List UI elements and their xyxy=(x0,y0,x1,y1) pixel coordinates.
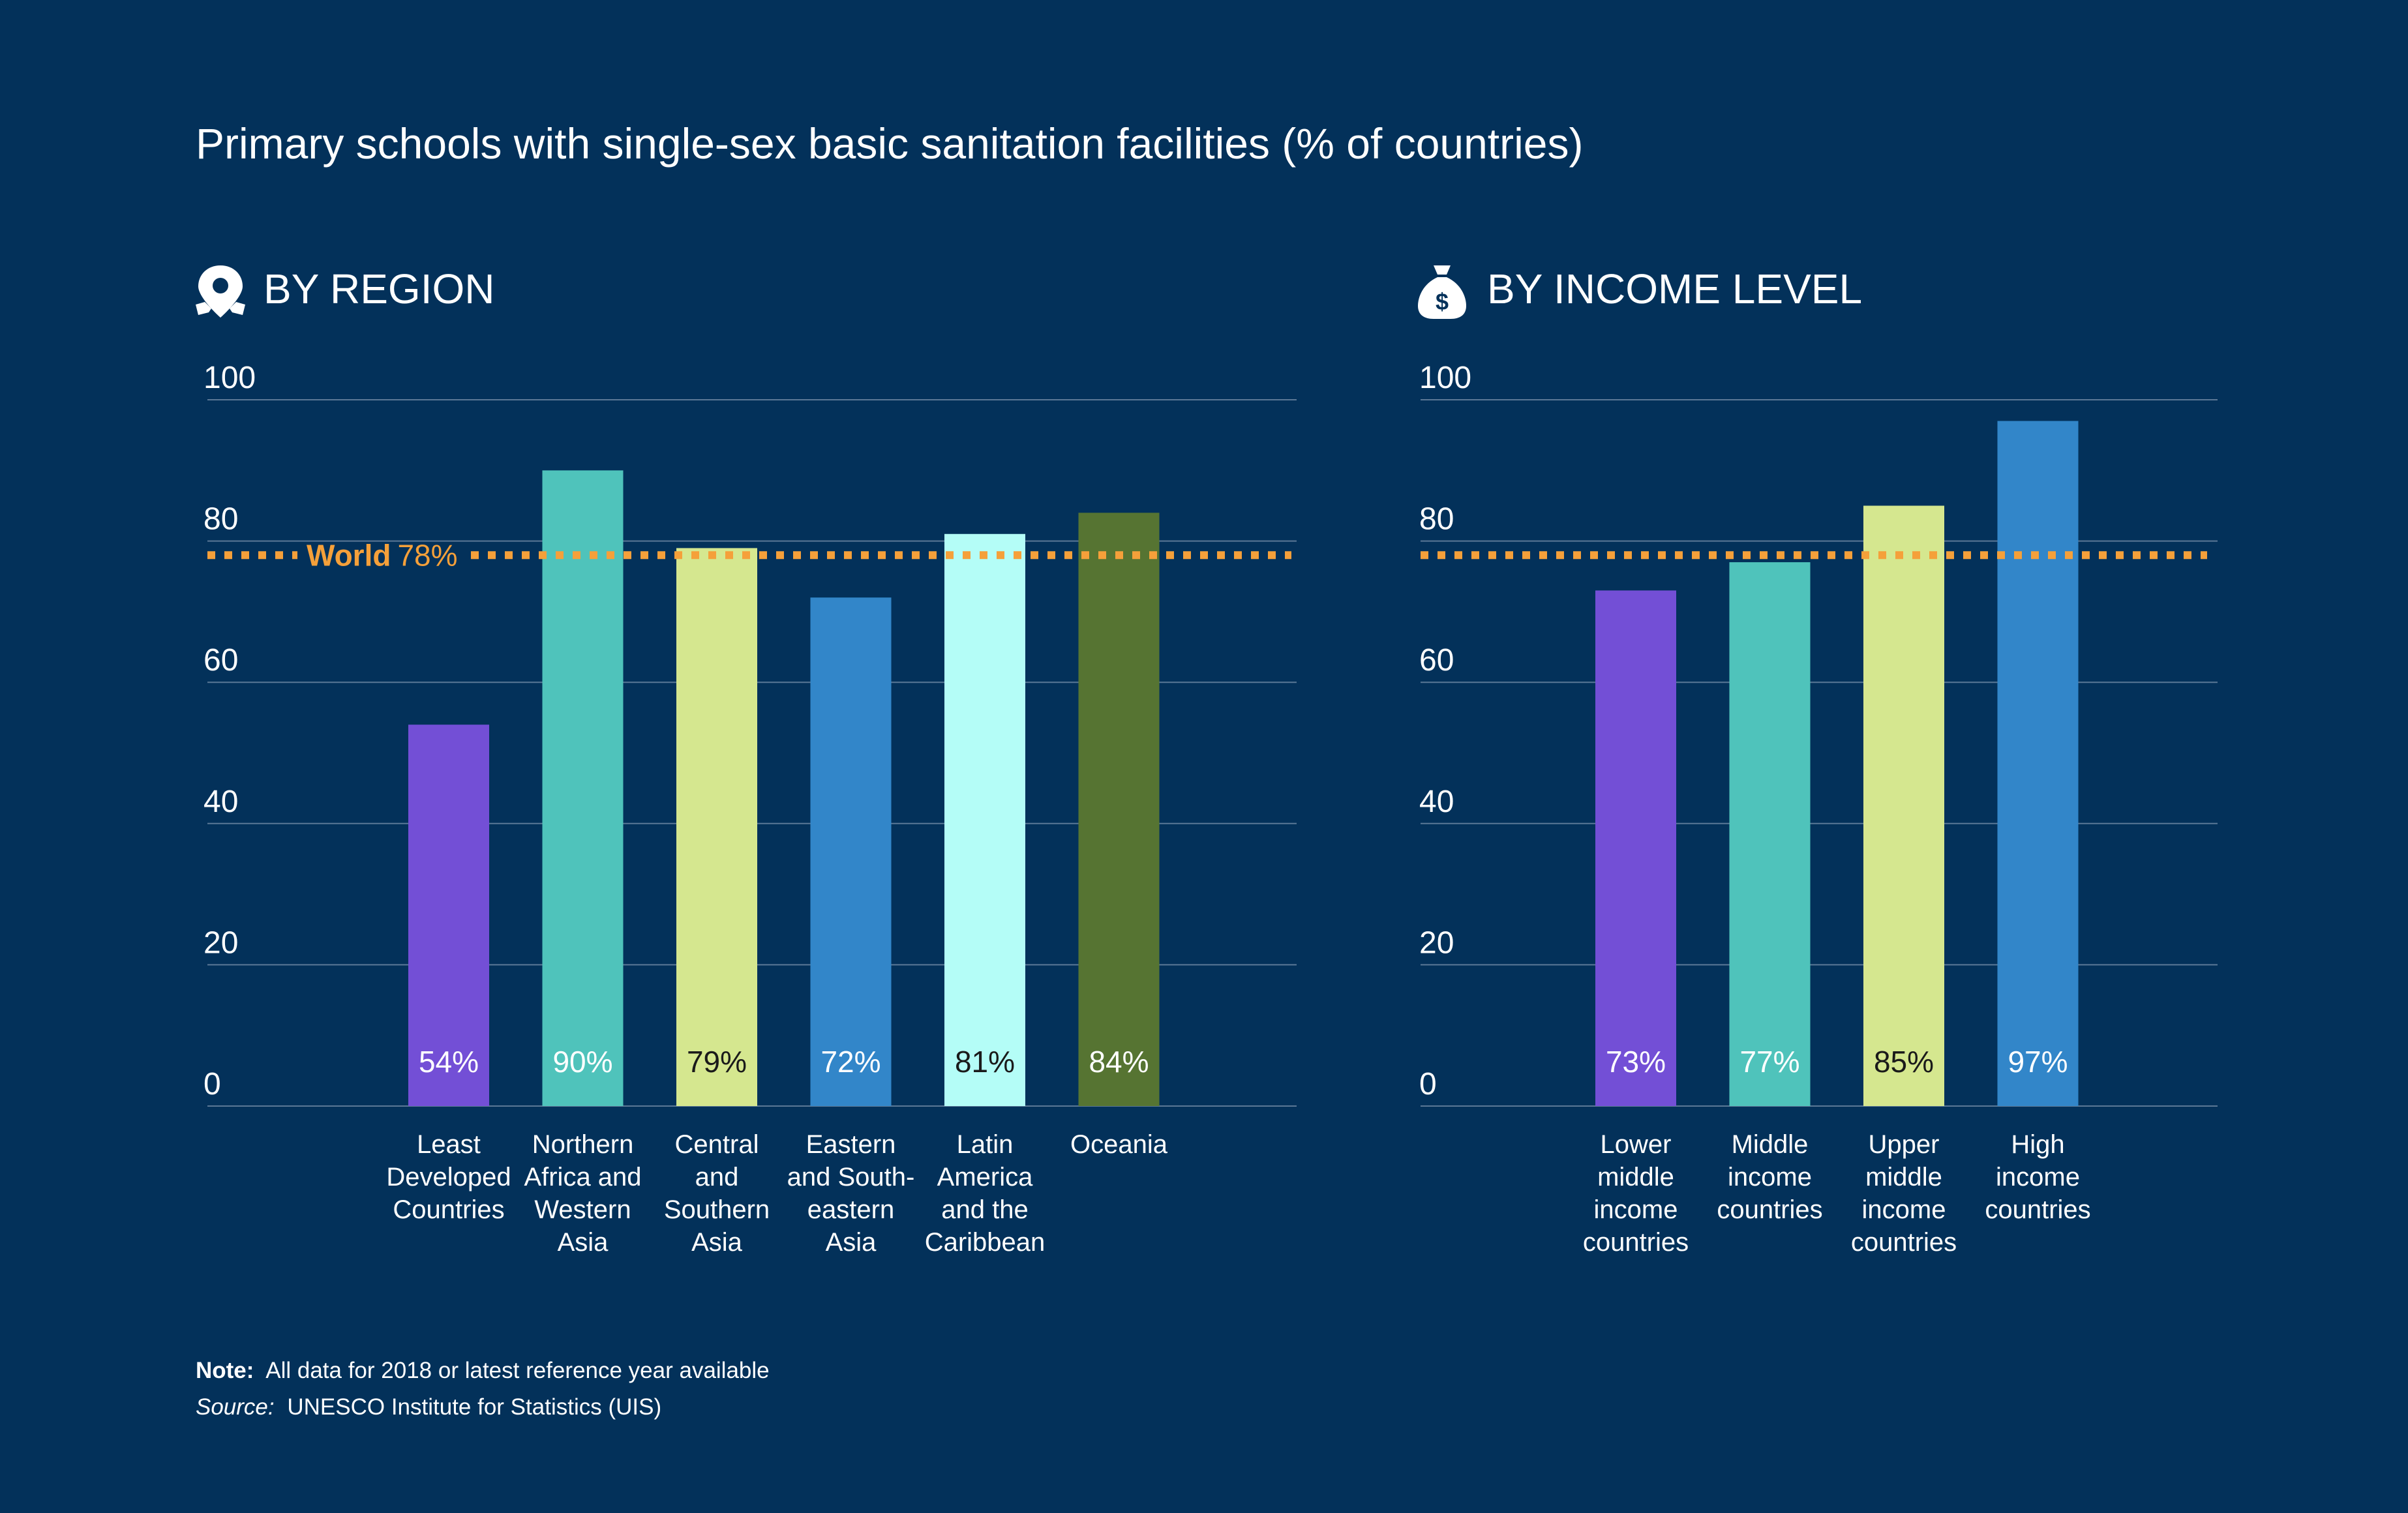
x-category-label-line: income xyxy=(1594,1195,1678,1224)
y-tick-label: 100 xyxy=(1419,361,1471,395)
svg-text:$: $ xyxy=(1436,288,1449,315)
x-category-label: Latin America and the Caribbean xyxy=(925,1130,1046,1257)
chart-title: Primary schools with single-sex basic sa… xyxy=(196,119,1583,168)
panel-heading-income: BY INCOME LEVEL xyxy=(1487,265,1862,312)
bar-value-label: 85% xyxy=(1874,1045,1934,1079)
x-category-label-line: Eastern xyxy=(806,1130,896,1159)
x-category-label-line: Upper xyxy=(1869,1130,1940,1159)
x-category-label-line: Asia xyxy=(691,1228,743,1257)
x-category-label-line: Central xyxy=(675,1130,759,1159)
y-tick-label: 80 xyxy=(1419,502,1454,537)
note-label: Note: xyxy=(196,1358,254,1383)
y-tick-label: 20 xyxy=(203,925,238,960)
y-tick-label: 100 xyxy=(203,361,256,395)
x-category-label-line: and the xyxy=(941,1195,1028,1224)
world-reference-label: World 78% xyxy=(307,538,458,572)
x-category-label-line: Asia xyxy=(558,1228,609,1257)
money-bag-icon: $ xyxy=(1418,265,1466,319)
x-category-label-line: Southern xyxy=(664,1195,770,1224)
x-category-label-line: Oceania xyxy=(1070,1130,1168,1159)
y-tick-label: 40 xyxy=(203,785,238,819)
source-text: UNESCO Institute for Statistics (UIS) xyxy=(287,1394,661,1420)
panel-heading-region: BY REGION xyxy=(263,265,494,312)
x-category-label-line: middle xyxy=(1865,1163,1942,1191)
bar xyxy=(1078,513,1160,1106)
x-category-label: Eastern and South-eastern Asia xyxy=(787,1130,915,1257)
x-category-label-line: Northern xyxy=(532,1130,634,1159)
x-category-label-line: and xyxy=(695,1163,739,1191)
panel-by-region: BY REGION 0 20 40 60 80 100 54% Least Developed C… xyxy=(196,265,1297,1257)
bar xyxy=(408,725,489,1106)
x-category-label-line: income xyxy=(1728,1163,1812,1191)
bar-value-label: 54% xyxy=(419,1045,479,1079)
x-category-label: Central and Southern Asia xyxy=(664,1130,770,1257)
x-category-label-line: Caribbean xyxy=(925,1228,1046,1257)
x-category-label-line: countries xyxy=(1985,1195,2090,1224)
x-category-label-line: Africa and xyxy=(524,1163,641,1191)
x-category-label: Least Developed Countries xyxy=(386,1130,511,1224)
x-category-label: High income countries xyxy=(1985,1130,2090,1224)
x-category-label: Middle income countries xyxy=(1717,1130,1822,1224)
x-category-label: Northern Africa and Western Asia xyxy=(524,1130,641,1257)
x-category-label-line: Latin xyxy=(957,1130,1014,1159)
bar-value-label: 81% xyxy=(955,1045,1015,1079)
x-category-label-line: Asia xyxy=(826,1228,877,1257)
bar xyxy=(1729,562,1811,1106)
x-category-label-line: Countries xyxy=(393,1195,504,1224)
x-category-label-line: middle xyxy=(1597,1163,1674,1191)
bar xyxy=(944,533,1025,1106)
x-category-label: Upper middle income countries xyxy=(1851,1130,1957,1257)
y-tick-label: 20 xyxy=(1419,925,1454,960)
x-category-label: Oceania xyxy=(1070,1130,1168,1159)
x-category-label-line: and South- xyxy=(787,1163,915,1191)
map-pin-icon xyxy=(196,265,245,318)
bar xyxy=(1997,421,2079,1106)
bar-value-label: 84% xyxy=(1089,1045,1149,1079)
world-label-name: World xyxy=(307,538,391,572)
bar-value-label: 90% xyxy=(552,1045,612,1079)
x-category-label-line: Developed xyxy=(386,1163,511,1191)
bar xyxy=(542,470,624,1106)
x-category-label-line: countries xyxy=(1851,1228,1957,1257)
bar-value-label: 72% xyxy=(820,1045,880,1079)
bar xyxy=(1595,590,1676,1106)
x-category-label-line: Middle xyxy=(1732,1130,1809,1159)
x-category-label-line: income xyxy=(1996,1163,2080,1191)
bar-value-label: 73% xyxy=(1606,1045,1666,1079)
y-tick-label: 60 xyxy=(203,643,238,678)
x-category-label-line: countries xyxy=(1717,1195,1822,1224)
world-label-value: 78% xyxy=(397,538,457,572)
bar-value-label: 97% xyxy=(2008,1045,2068,1079)
x-category-label-line: countries xyxy=(1583,1228,1689,1257)
x-category-label-line: Least xyxy=(417,1130,481,1159)
x-category-label-line: Western xyxy=(534,1195,631,1224)
source-label: Source: xyxy=(196,1394,275,1420)
source-line: Source: UNESCO Institute for Statistics … xyxy=(196,1394,661,1420)
note-text: All data for 2018 or latest reference ye… xyxy=(265,1358,769,1383)
panel-by-income: $ BY INCOME LEVEL 0 20 40 60 80 100 73% Lower mi… xyxy=(1418,265,2218,1257)
bar xyxy=(810,597,892,1106)
bar xyxy=(1863,505,1944,1106)
x-category-label-line: Lower xyxy=(1601,1130,1672,1159)
y-tick-label: 80 xyxy=(203,502,238,537)
x-category-label-line: High xyxy=(2011,1130,2064,1159)
x-category-label-line: eastern xyxy=(807,1195,894,1224)
bar-value-label: 79% xyxy=(687,1045,747,1079)
y-tick-label: 0 xyxy=(1419,1067,1437,1101)
note-line: Note: All data for 2018 or latest refere… xyxy=(196,1358,770,1383)
bar xyxy=(676,548,757,1106)
y-tick-label: 0 xyxy=(203,1067,221,1101)
x-category-label-line: America xyxy=(937,1163,1033,1191)
x-category-label: Lower middle income countries xyxy=(1583,1130,1689,1257)
y-tick-label: 40 xyxy=(1419,785,1454,819)
y-tick-label: 60 xyxy=(1419,643,1454,678)
bar-value-label: 77% xyxy=(1739,1045,1799,1079)
x-category-label-line: income xyxy=(1862,1195,1946,1224)
